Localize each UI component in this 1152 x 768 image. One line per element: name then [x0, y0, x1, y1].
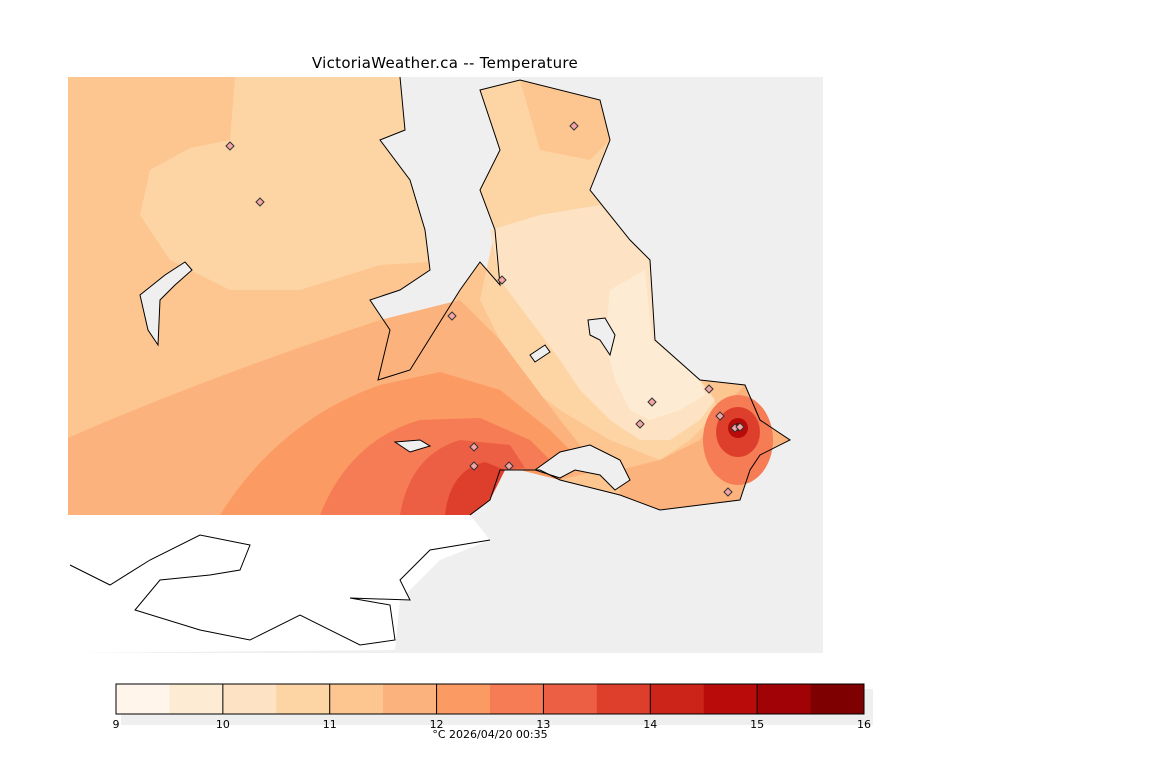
water-harbour: [533, 444, 631, 491]
contour-band-9.5-10: [605, 270, 705, 420]
colorbar-swatch: [757, 684, 812, 714]
station-marker: [469, 461, 479, 471]
station-marker: [504, 461, 514, 471]
colorbar-swatch: [222, 684, 277, 714]
colorbar-swatch: [596, 684, 651, 714]
lake: [139, 261, 193, 347]
colorbar-swatch: [650, 684, 705, 714]
colorbar-swatch: [490, 684, 544, 714]
contour-band-10.5-11-island: [250, 180, 289, 217]
colorbar-swatch: [116, 684, 170, 714]
station-marker: [715, 411, 725, 421]
station-marker: [255, 197, 265, 207]
station-marker: [225, 141, 235, 151]
colorbar-caption: °C 2026/04/20 00:35: [432, 728, 548, 741]
map-plot-area: [68, 76, 823, 653]
colorbar-tick-label: 9: [112, 718, 120, 731]
station-marker: [735, 422, 745, 432]
colorbar-swatch: [276, 684, 331, 714]
station-marker: [469, 442, 479, 452]
colorbar-tick-label: 14: [643, 718, 658, 731]
weather-stations: [225, 121, 745, 497]
colorbar-tick-label: 10: [215, 718, 230, 731]
coastline-us: [69, 534, 491, 646]
coastline: [369, 76, 791, 516]
lake: [393, 439, 432, 453]
station-marker: [569, 121, 579, 131]
colorbar-swatch: [383, 684, 438, 714]
colorbar: [115, 683, 873, 725]
colorbar-swatch: [436, 684, 491, 714]
colorbar-tick-label: 16: [857, 718, 871, 731]
station-marker: [635, 419, 645, 429]
colorbar-swatch: [703, 684, 758, 714]
colorbar-swatch: [329, 684, 384, 714]
colorbar-swatch: [810, 684, 865, 714]
station-marker: [447, 311, 457, 321]
colorbar-tick-label: 15: [750, 718, 765, 731]
station-marker: [647, 397, 657, 407]
lake: [587, 317, 616, 357]
contour-band-10.5-11: [140, 77, 428, 290]
contour-band-13.5-14: [445, 462, 505, 515]
colorbar-tick-label: 13: [536, 718, 551, 731]
colorbar-swatch: [543, 684, 598, 714]
colorbar-border: [115, 683, 865, 715]
station-marker: [497, 275, 507, 285]
colorbar-tick-label: 12: [429, 718, 444, 731]
colorbar-tick-label: 11: [322, 718, 337, 731]
map-title: VictoriaWeather.ca -- Temperature: [311, 54, 579, 72]
colorbar-swatch: [169, 684, 224, 714]
station-marker: [723, 487, 733, 497]
lake: [529, 344, 551, 363]
station-marker: [704, 384, 714, 394]
